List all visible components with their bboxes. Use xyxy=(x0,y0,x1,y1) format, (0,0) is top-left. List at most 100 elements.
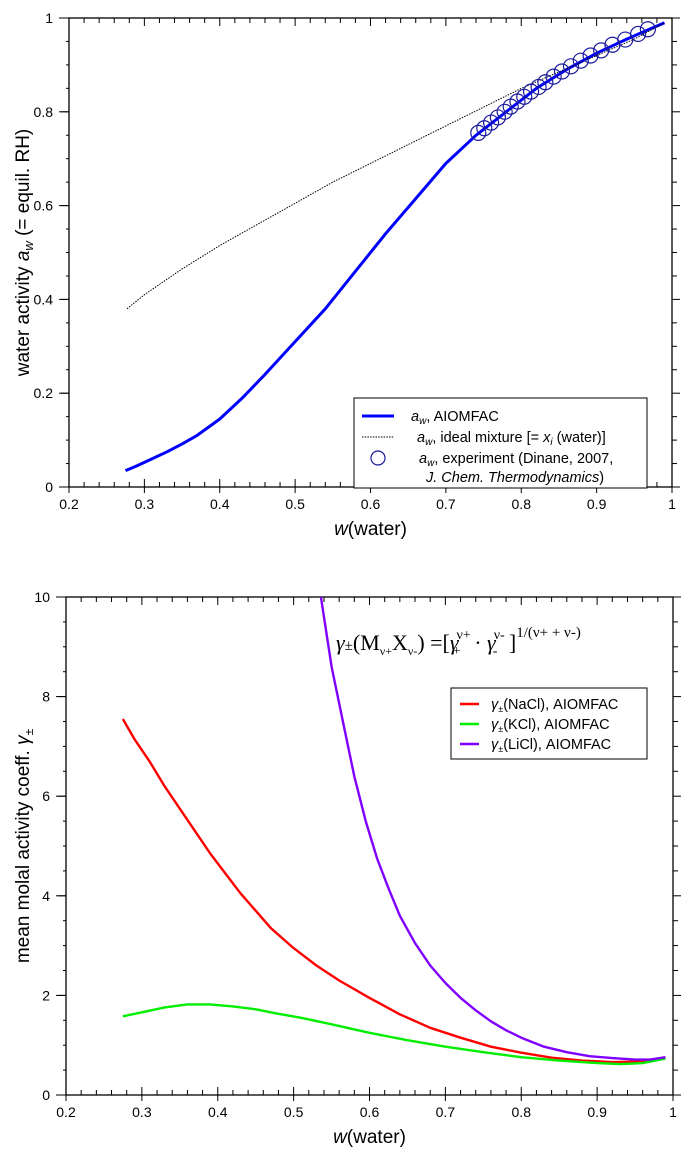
activity-coefficient-chart: 0.2 0.3 0.4 0.5 0.6 0.7 0.8 0.9 10246810w(water)… xyxy=(13,589,681,1148)
data-point-marker xyxy=(496,103,513,120)
series-aw-experiment-dinane-2007-j-chem-thermodynamics xyxy=(470,21,656,142)
series-aw-aiomfac-line xyxy=(124,21,666,472)
data-point-marker xyxy=(537,74,554,91)
data-point-marker xyxy=(572,52,589,69)
legend-sub: w xyxy=(427,458,435,469)
y-tick-label: 8 xyxy=(42,689,50,705)
water-activity-chart: 0.2 0.3 0.4 0.5 0.6 0.7 0.8 0.9 1 0 0.2 0.4 0.6 0.8 1 w… xyxy=(13,10,680,540)
legend-gamma: γ xyxy=(491,717,499,733)
y-tick-label: 10 xyxy=(34,589,50,605)
legend-swatch-experiment xyxy=(370,450,386,466)
legend-box xyxy=(450,687,648,760)
x-tick-label: 0.3 xyxy=(132,1104,152,1120)
y-tick-label: 0.2 xyxy=(34,385,54,401)
x-tick-label: 0.8 xyxy=(512,1104,532,1120)
legend-label: γ±(LiCl), AIOMFAC xyxy=(491,737,611,754)
series-kcl-aiomfac-line xyxy=(122,1003,666,1066)
data-point-marker xyxy=(639,21,656,38)
y-axis-title-italic: a xyxy=(13,251,34,262)
y-axis-title-suffix: (= equil. RH) xyxy=(13,129,34,241)
formula-eq: =[ xyxy=(425,630,450,655)
x-tick-label: 0.5 xyxy=(284,1104,304,1120)
legend-sub: ± xyxy=(498,704,503,714)
legend-sub: w xyxy=(425,437,433,448)
y-axis-title-gamma: γ xyxy=(13,734,34,745)
legend-box xyxy=(353,397,648,489)
y-axis-title-text: mean molal activity coeff. xyxy=(13,745,34,963)
formula-close: ) xyxy=(417,630,424,655)
x-tick-label: 1 xyxy=(668,496,676,512)
x-axis-title-rest: (water) xyxy=(348,519,407,540)
formula-g2-sub: - xyxy=(493,644,498,659)
x-tick-label: 0.9 xyxy=(587,496,607,512)
y-axis-title-sub: w xyxy=(21,240,36,251)
legend-italic2: x xyxy=(542,430,551,446)
legend-label-aiomfac: aw, AIOMFAC xyxy=(411,409,499,427)
formula-dot: · xyxy=(469,630,487,655)
plot-frame xyxy=(65,596,674,1096)
data-point-marker xyxy=(545,68,562,85)
legend-italic: a xyxy=(417,430,425,446)
data-point-marker xyxy=(562,58,580,75)
legend-rest: ) xyxy=(599,470,604,486)
y-axis-title: water activity aw (= equil. RH) xyxy=(13,129,36,378)
data-point-marker xyxy=(553,63,571,80)
legend-gamma: γ xyxy=(491,737,499,753)
legend-sub: ± xyxy=(498,744,503,754)
y-tick-label: 6 xyxy=(42,788,50,804)
legend-sub: ± xyxy=(498,724,503,734)
legend-label-experiment-line2: J. Chem. Thermodynamics) xyxy=(425,470,604,486)
x-axis-title-rest: (water) xyxy=(347,1127,406,1148)
formula-sub1: ν+ xyxy=(380,644,392,658)
legend-italic: a xyxy=(411,409,419,425)
data-point-marker xyxy=(582,47,599,64)
data-point-marker xyxy=(593,42,610,59)
formula-x: X xyxy=(392,630,408,655)
x-tick-label: 0.7 xyxy=(436,496,456,512)
formula-gamma: γ xyxy=(336,630,346,655)
formula-g1-sup: ν+ xyxy=(457,628,471,643)
legend-gamma: γ xyxy=(491,697,499,713)
formula-sub2: ν- xyxy=(408,644,417,658)
x-tick-label: 0.4 xyxy=(208,1104,228,1120)
legend-sub2: i xyxy=(550,437,553,448)
formula-g2: γ xyxy=(487,630,497,655)
x-tick-label: 0.2 xyxy=(56,1104,76,1120)
x-tick-label: 0.5 xyxy=(285,496,305,512)
x-tick-label: 0.9 xyxy=(587,1104,607,1120)
formula-exponent: 1/(ν+ + ν-) xyxy=(516,625,581,641)
legend-label-ideal: aw, ideal mixture [= xi (water)] xyxy=(417,430,606,448)
x-axis-title: w(water) xyxy=(334,519,407,540)
series-licl-aiomfac-line xyxy=(319,597,666,1061)
legend-label: γ±(KCl), AIOMFAC xyxy=(491,717,610,734)
x-tick-label: 0.6 xyxy=(360,1104,380,1120)
y-tick-label: 2 xyxy=(42,987,50,1003)
formula-pm: ± xyxy=(345,638,353,654)
x-tick-label: 1 xyxy=(669,1104,677,1120)
y-tick-label: 4 xyxy=(42,888,50,904)
formula-bracket: ] xyxy=(503,630,516,655)
y-tick-label: 0 xyxy=(42,1087,50,1103)
formula-g1-sub: + xyxy=(453,644,461,659)
x-axis-title-italic: w xyxy=(334,519,349,540)
x-tick-label: 0.3 xyxy=(135,496,155,512)
y-tick-label: 0.6 xyxy=(34,198,54,214)
legend-rest: , experiment (Dinane, 2007, xyxy=(434,451,613,467)
legend-rest: (KCl), AIOMFAC xyxy=(503,717,609,733)
formula-g1: γ xyxy=(450,630,460,655)
formula-annotation: γ±(Mν+Xν-) =[γν+ + · γν-- ]1/(ν+ + ν-) xyxy=(336,625,581,659)
legend-rest: , AIOMFAC xyxy=(426,409,499,425)
legend-italic: a xyxy=(419,451,427,467)
y-axis-title-sub: ± xyxy=(22,728,36,735)
x-axis-title-italic: w xyxy=(333,1127,348,1148)
series-nacl-aiomfac-line xyxy=(121,718,666,1064)
legend-italic: J. Chem. Thermodynamics xyxy=(425,470,599,486)
y-tick-label: 0.8 xyxy=(34,104,54,120)
legend-sub: w xyxy=(419,416,427,427)
x-tick-label: 0.7 xyxy=(436,1104,456,1120)
x-axis-title: w(water) xyxy=(333,1127,406,1148)
x-tick-label: 0.4 xyxy=(210,496,230,512)
